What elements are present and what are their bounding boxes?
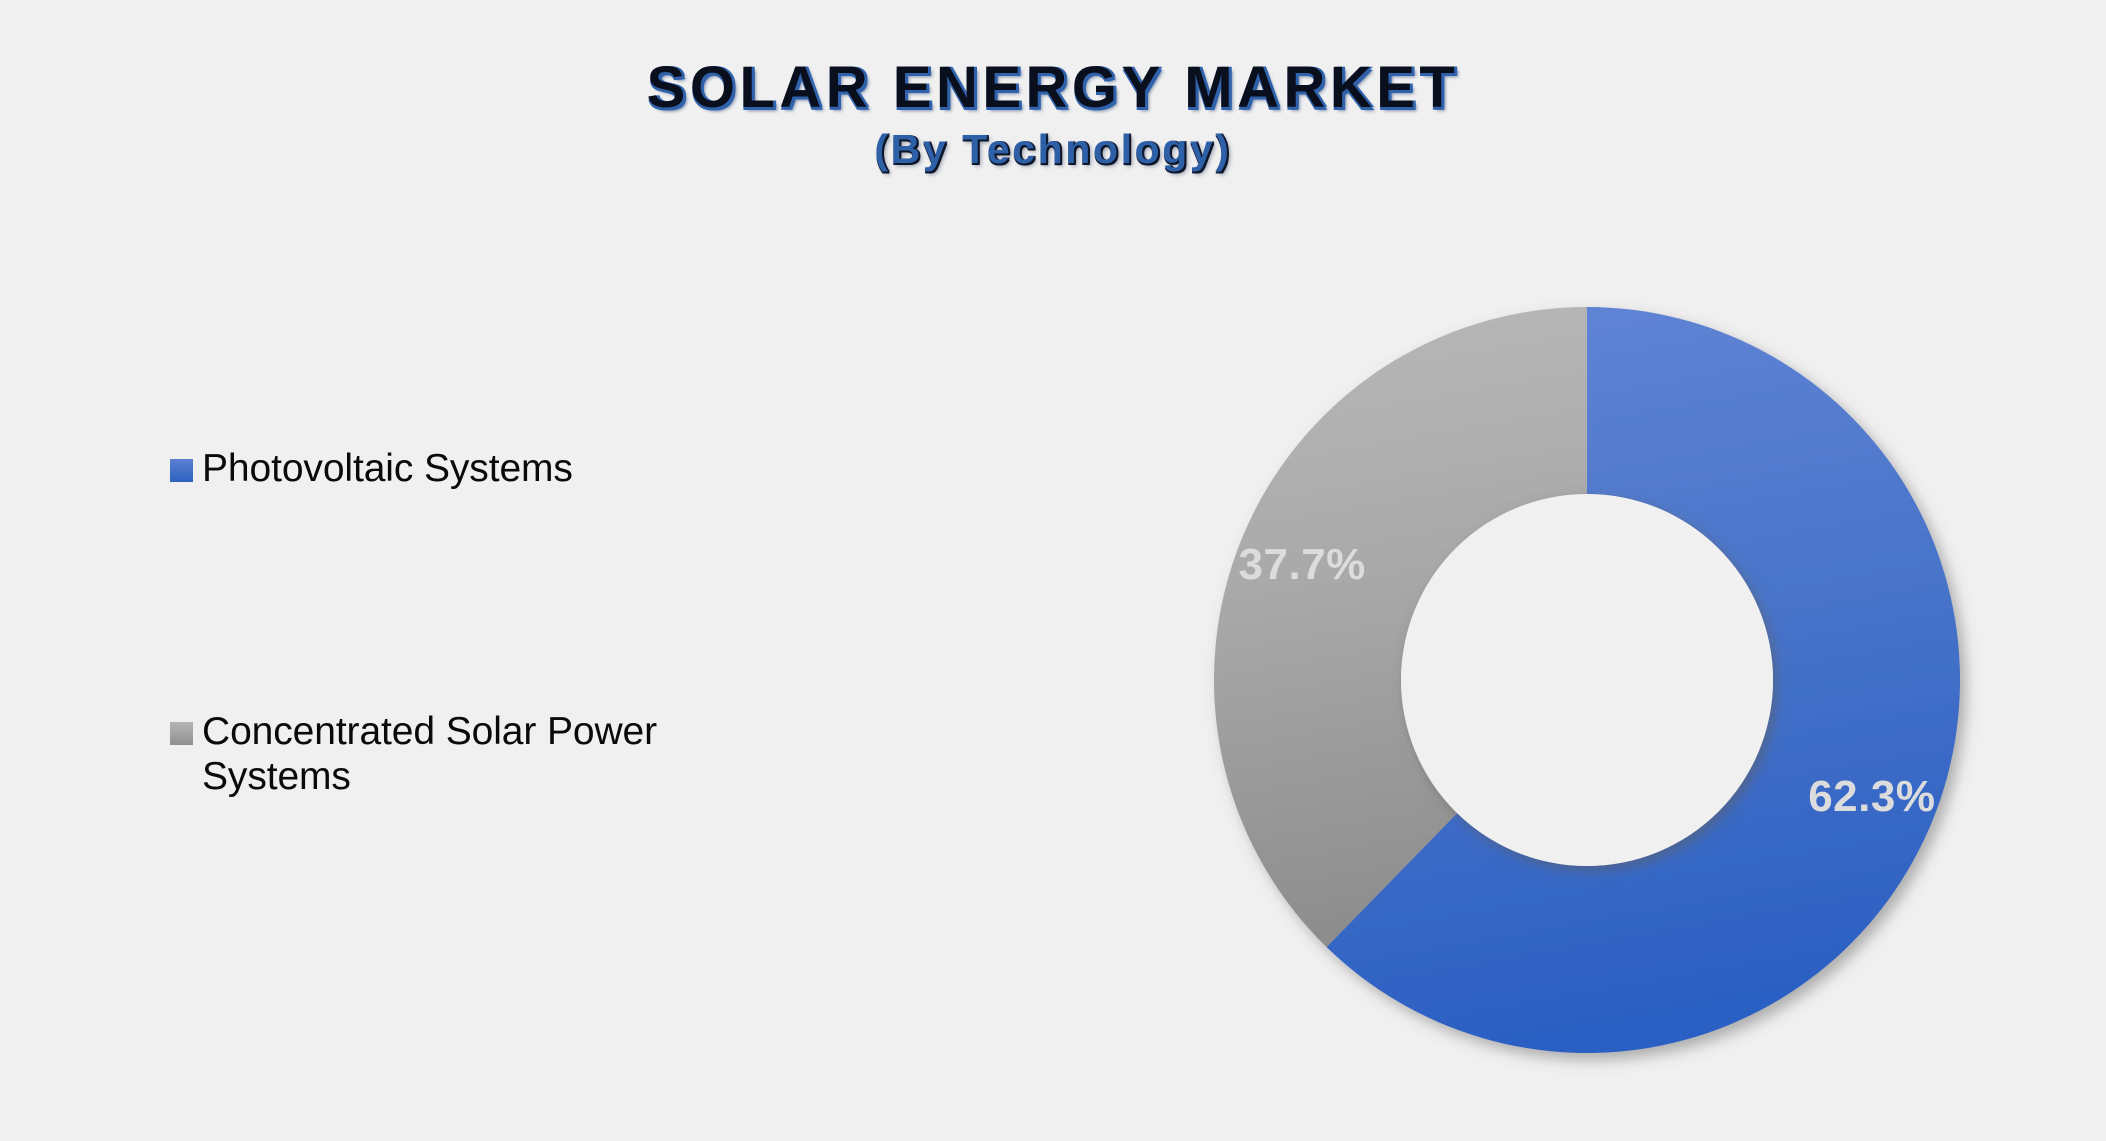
donut-slice[interactable] <box>1214 307 1587 948</box>
donut-slice[interactable] <box>1326 307 1960 1053</box>
chart-legend: Photovoltaic Systems Concentrated Solar … <box>170 420 810 800</box>
legend-item-label: Concentrated Solar Power Systems <box>202 710 658 799</box>
donut-svg: 62.3% 37.7% <box>1214 307 1960 1053</box>
donut-chart-graphic: 62.3% 37.7% <box>1175 268 2000 1093</box>
legend-item-concentrated-solar-power-systems[interactable]: Concentrated Solar Power Systems <box>170 709 810 799</box>
donut-center-hole <box>1401 494 1773 866</box>
donut-value-label: 62.3% <box>1808 772 1935 821</box>
donut-value-label: 37.7% <box>1239 540 1366 589</box>
donut-slices <box>1214 307 1960 1053</box>
chart-title: SOLAR ENERGY MARKET <box>646 55 1460 120</box>
legend-item-label: Photovoltaic Systems <box>202 447 573 490</box>
blue-square-swatch-icon <box>170 459 193 482</box>
chart-title-block: SOLAR ENERGY MARKET (By Technology) <box>0 55 2106 172</box>
legend-item-photovoltaic-systems[interactable]: Photovoltaic Systems <box>170 446 810 491</box>
chart-subtitle: (By Technology) <box>874 125 1232 172</box>
gray-square-swatch-icon <box>170 722 193 746</box>
donut-value-labels: 62.3% 37.7% <box>1239 540 1935 821</box>
